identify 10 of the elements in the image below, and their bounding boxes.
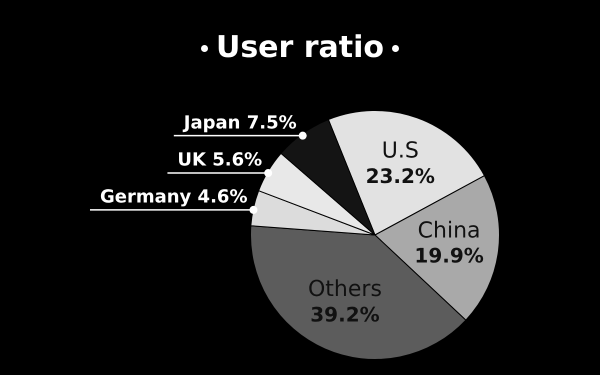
slice-label: China: [418, 218, 481, 244]
data-label: 23.2%: [366, 164, 435, 188]
slice-label: Japan 7.5%: [182, 112, 297, 134]
chart-title: User ratio: [216, 30, 384, 65]
slice-label: Others: [308, 277, 382, 302]
data-label: 39.2%: [310, 302, 380, 327]
slice-label: UK 5.6%: [177, 150, 262, 171]
slice-label: Germany 4.6%: [100, 186, 248, 208]
data-label: 19.9%: [414, 244, 484, 268]
slice-label: U.S: [382, 138, 419, 164]
